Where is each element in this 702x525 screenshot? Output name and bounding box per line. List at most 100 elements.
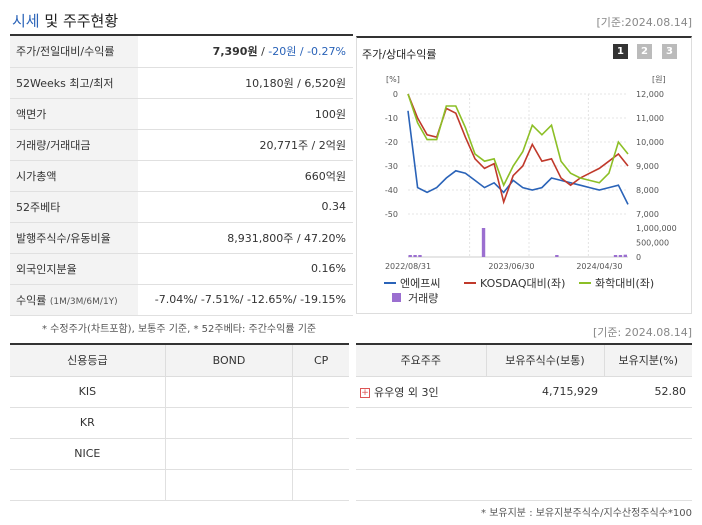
row-value: 8,931,800주 / 47.20% — [138, 222, 353, 254]
legend-swatch — [392, 293, 401, 302]
row-value: 0.16% — [138, 253, 353, 285]
table-row: KIS — [10, 376, 349, 408]
table-row: NICE — [10, 438, 349, 470]
table-cell: 52.80 — [604, 376, 692, 408]
expand-plus-icon[interactable]: + — [360, 387, 370, 398]
table-row: 액면가 100원 — [10, 98, 353, 130]
x-tick-label: 2022/08/31 — [385, 262, 431, 271]
volume-tick-label: 0 — [636, 253, 641, 262]
left-unit: [%] — [386, 75, 400, 84]
holder-name-cell[interactable]: + 유우영 외 3인 — [356, 376, 486, 408]
row-label: 52주베타 — [10, 191, 138, 223]
volume-bar — [618, 255, 623, 257]
series-line — [407, 93, 629, 188]
volume-tick-label: 500,000 — [636, 239, 669, 248]
column-header: BOND — [165, 345, 294, 377]
table-row — [356, 469, 692, 501]
chart-tab-3[interactable]: 3 — [662, 44, 677, 59]
page-title: 시세 및 주주현황 — [12, 12, 119, 30]
footnote: * 수정주가(차트포함), 보통주 기준, * 52주베타: 주간수익률 기준 — [42, 324, 317, 335]
column-header: 주요주주 — [356, 345, 487, 377]
tick-labels: 0 -10 -20 -30 -40 -50 12,000 11,000 10,000 9,000 8… — [385, 90, 677, 271]
chart-svg: [%] [원] 0 -10 -20 -30 -40 -50 12,000 11,000 10,0… — [384, 75, 677, 305]
table-row: 수익률 (1M/3M/6M/1Y) -7.04%/ -7.51%/ -12.65… — [10, 284, 353, 316]
y-left-tick-label: 0 — [393, 90, 398, 99]
series-line — [407, 110, 629, 205]
legend: 엔에프씨 KOSDAQ대비(좌) 화학대비(좌) 거래량 — [384, 277, 654, 305]
divider — [10, 343, 349, 345]
row-value: 0.34 — [138, 191, 353, 223]
row-value: 7,390원 / -20원 / -0.27% — [138, 36, 353, 68]
legend-label: 거래량 — [408, 292, 438, 305]
major-shareholders-table: 주요주주 보유주식수(보통) 보유지분(%) + 유우영 외 3인 4,715,9… — [356, 345, 692, 501]
series-lines — [407, 93, 629, 205]
y-right-tick-label: 8,000 — [636, 186, 659, 195]
table-cell: KIS — [10, 376, 166, 408]
volume-bar — [413, 255, 417, 257]
x-tick-label: 2024/04/30 — [576, 262, 622, 271]
y-left-tick-label: -10 — [385, 114, 398, 123]
x-tick-label: 2023/06/30 — [488, 262, 534, 271]
table-row: + 유우영 외 3인 4,715,929 52.80 — [356, 376, 692, 408]
base-date-2: [기준: 2024.08.14] — [592, 326, 692, 339]
row-value: 20,771주 / 2억원 — [138, 129, 353, 161]
table-header: 신용등급 BOND CP — [10, 345, 349, 377]
y-right-tick-label: 10,000 — [636, 138, 664, 147]
table-cell — [165, 376, 294, 408]
y-left-tick-label: -20 — [385, 138, 398, 147]
row-label: 외국인지분율 — [10, 253, 138, 285]
column-header: CP — [292, 345, 349, 377]
table-cell: 4,715,929 — [486, 376, 604, 408]
volume-tick-label: 1,000,000 — [636, 224, 677, 233]
row-label: 수익률 (1M/3M/6M/1Y) — [10, 284, 138, 316]
table-row: 52주베타 0.34 — [10, 191, 353, 223]
table-row — [10, 469, 349, 501]
table-row: 외국인지분율 0.16% — [10, 253, 353, 285]
chart-title: 주가/상대수익률 — [362, 48, 437, 61]
table-cell — [292, 407, 349, 439]
table-cell — [165, 438, 294, 470]
volume-bar — [418, 255, 422, 257]
series-line — [407, 93, 629, 205]
chart-tab-1[interactable]: 1 — [613, 44, 628, 59]
table-cell — [292, 438, 349, 470]
legend-label: 엔에프씨 — [400, 277, 440, 290]
divider — [356, 343, 692, 345]
y-left-tick-label: -30 — [385, 162, 398, 171]
column-header: 보유지분(%) — [604, 345, 692, 377]
y-left-tick-label: -40 — [385, 186, 398, 195]
footnote: * 보유지분 : 보유지분주식수/지수산정주식수*100 — [481, 508, 692, 519]
chart-panel — [356, 36, 692, 314]
table-cell — [10, 469, 166, 501]
table-row: KR — [10, 407, 349, 439]
row-label: 액면가 — [10, 98, 138, 130]
column-header: 보유주식수(보통) — [486, 345, 605, 377]
y-right-tick-label: 9,000 — [636, 162, 659, 171]
y-right-tick-label: 7,000 — [636, 210, 659, 219]
table-row: 52Weeks 최고/최저 10,180원 / 6,520원 — [10, 67, 353, 99]
y-right-tick-label: 11,000 — [636, 114, 664, 123]
row-label: 52Weeks 최고/최저 — [10, 67, 138, 99]
volume-bar — [623, 254, 627, 257]
row-label: 거래량/거래대금 — [10, 129, 138, 161]
table-row — [356, 438, 692, 470]
y-right-tick-label: 12,000 — [636, 90, 664, 99]
table-cell — [292, 376, 349, 408]
chart-tab-2[interactable]: 2 — [637, 44, 652, 59]
row-label: 시가총액 — [10, 160, 138, 192]
grid — [408, 93, 628, 258]
legend-label: KOSDAQ대비(좌) — [480, 277, 565, 290]
credit-rating-table: 신용등급 BOND CP KIS KR NICE — [10, 345, 349, 501]
right-unit: [원] — [652, 75, 666, 84]
table-cell — [292, 469, 349, 501]
table-cell: NICE — [10, 438, 166, 470]
table-cell — [165, 469, 294, 501]
volume-bar — [408, 255, 412, 257]
table-header: 주요주주 보유주식수(보통) 보유지분(%) — [356, 345, 692, 377]
row-value: 660억원 — [138, 160, 353, 192]
row-value: 100원 — [138, 98, 353, 130]
row-value: 10,180원 / 6,520원 — [138, 67, 353, 99]
table-row: 시가총액 660억원 — [10, 160, 353, 192]
row-label: 발행주식수/유동비율 — [10, 222, 138, 254]
table-row: 발행주식수/유동비율 8,931,800주 / 47.20% — [10, 222, 353, 254]
